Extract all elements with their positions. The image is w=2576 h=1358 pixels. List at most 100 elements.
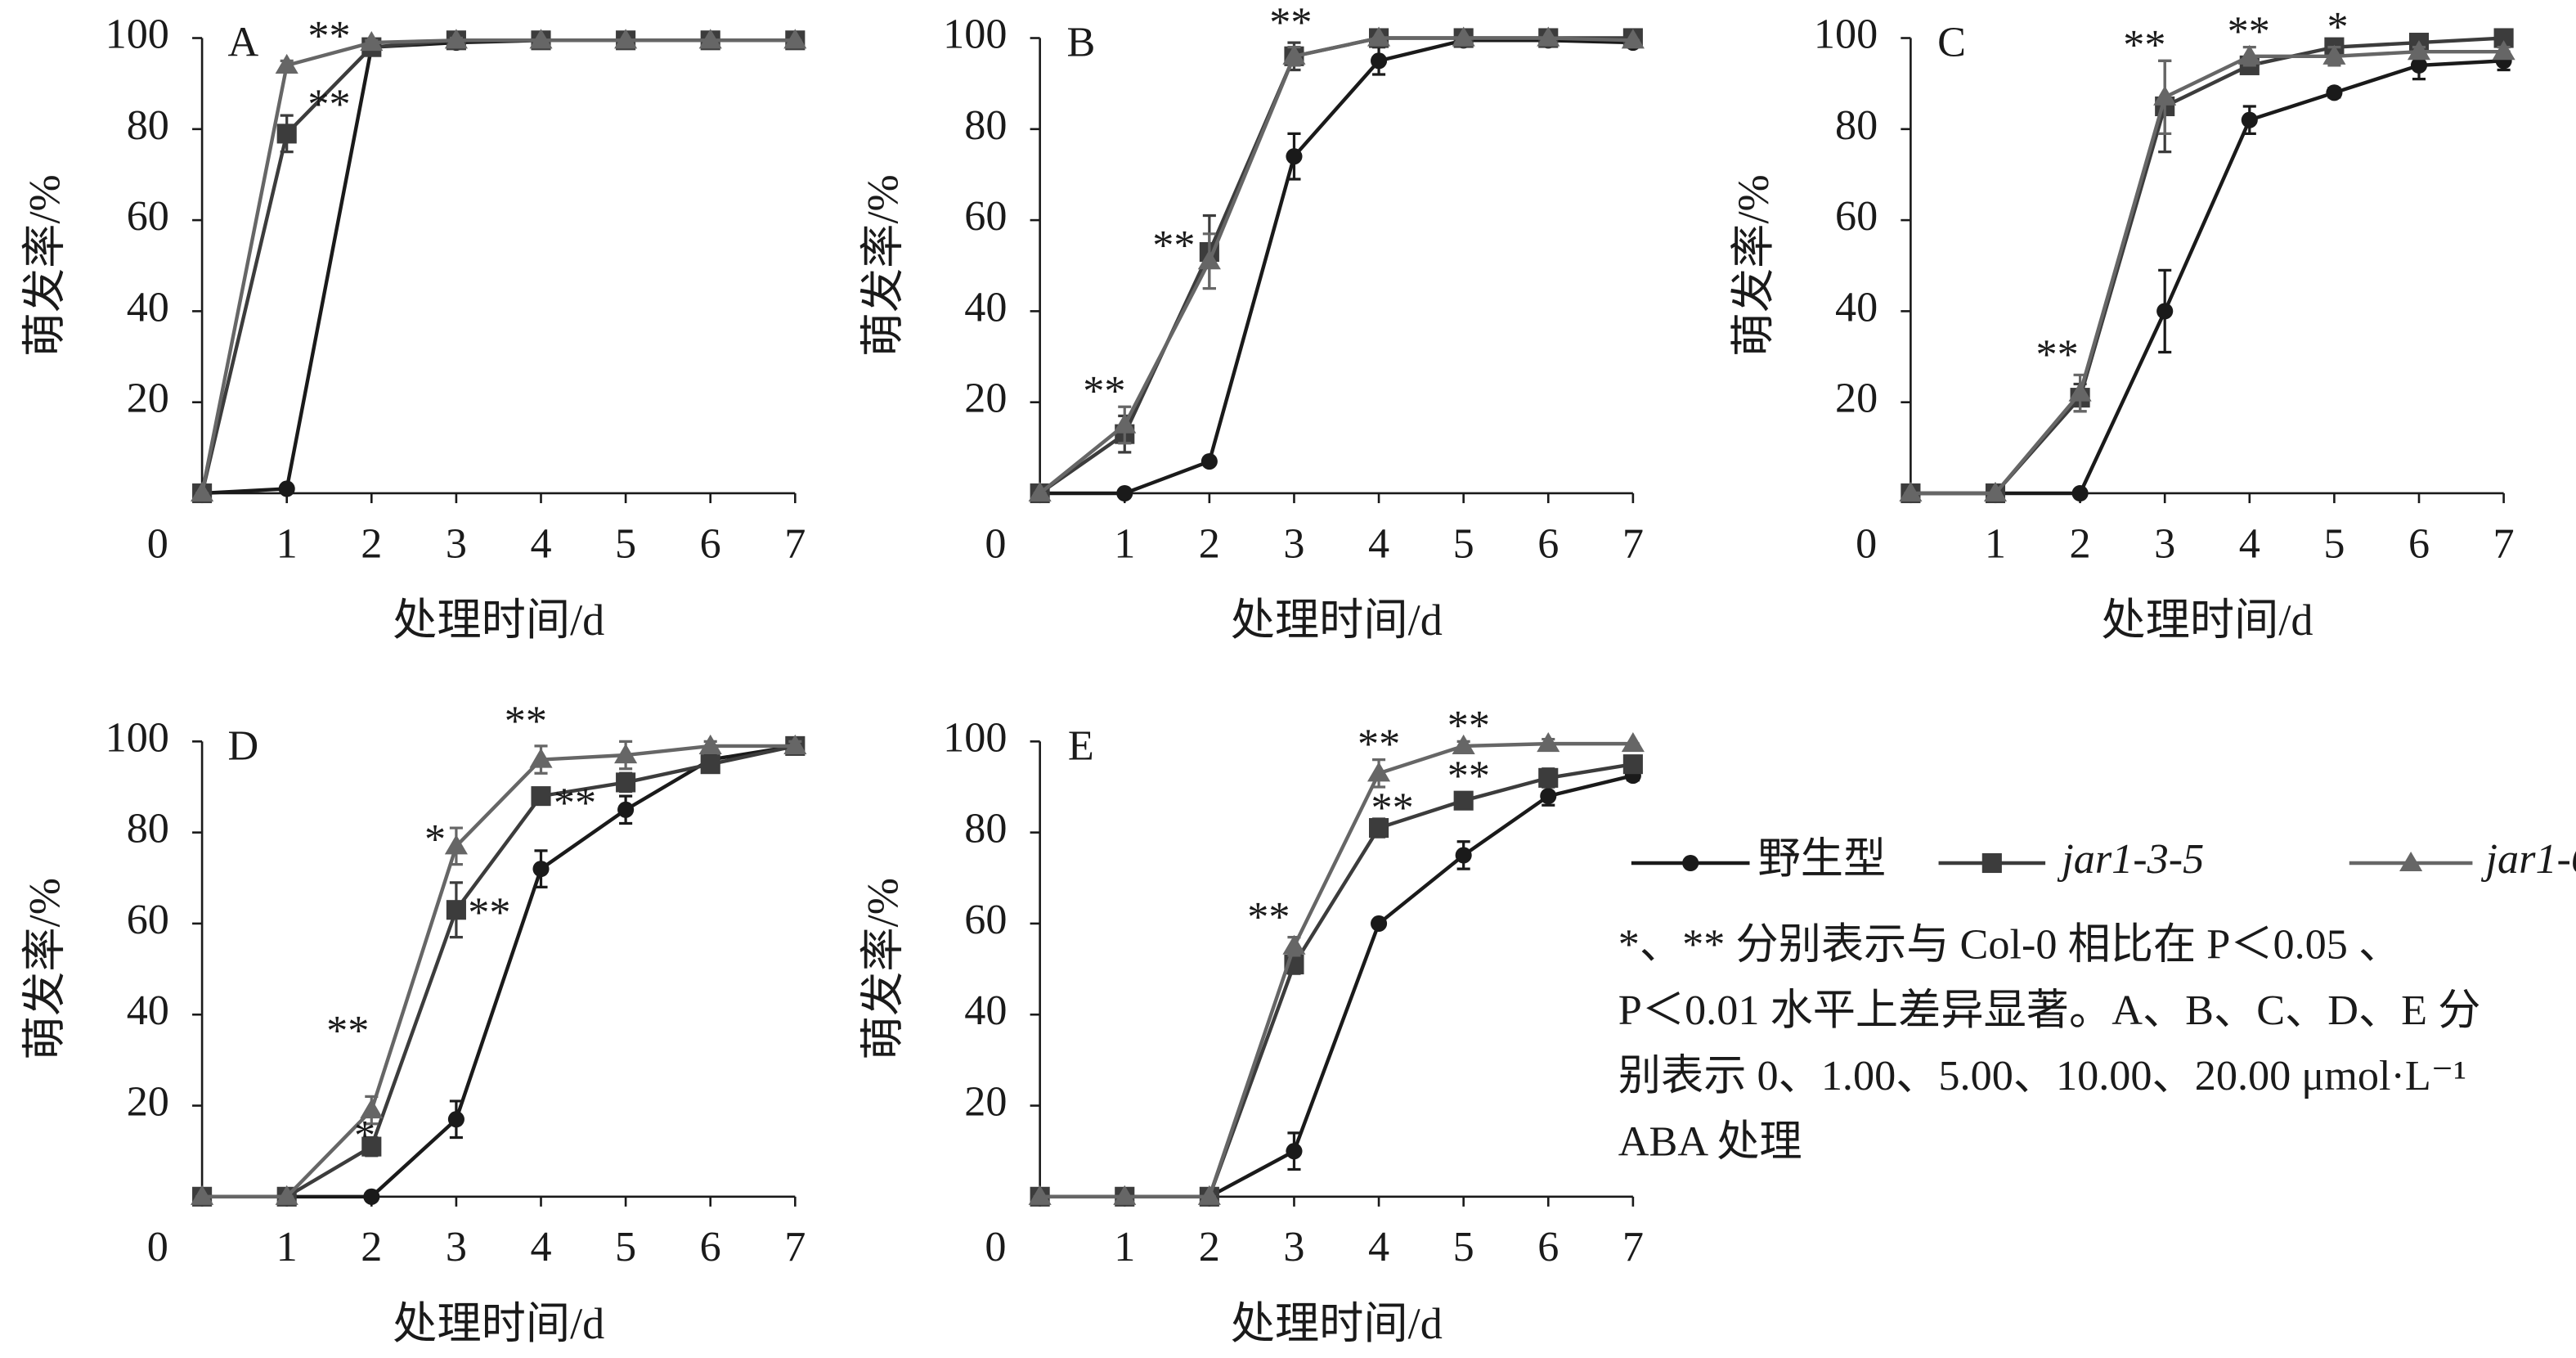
x-tick-label: 6: [2408, 519, 2430, 567]
x-tick-label: 7: [784, 519, 806, 567]
data-point: [2492, 40, 2515, 61]
series-line: [202, 744, 796, 1199]
data-point: [2241, 111, 2258, 128]
data-point: [1899, 481, 1923, 502]
x-axis-title: 处理时间/d: [393, 596, 604, 645]
data-point: [1455, 847, 1472, 864]
significance-mark: **: [1447, 752, 1490, 799]
x-tick-label: 2: [2070, 519, 2091, 567]
data-point: [532, 861, 550, 878]
panel-label: A: [227, 19, 258, 66]
x-tick-label: 5: [2323, 519, 2345, 567]
x-axis-title: 处理时间/d: [2101, 596, 2313, 645]
x-tick-label: 7: [784, 1223, 806, 1270]
data-point: [1371, 915, 1388, 932]
data-point: [1200, 452, 1218, 470]
y-tick-label: 60: [127, 896, 169, 943]
y-axis-title: 萌发率/%: [1729, 174, 1778, 357]
data-point: [1282, 44, 1306, 65]
legend-marker: [2399, 851, 2423, 872]
data-point: [1538, 767, 1559, 788]
data-point: [361, 1136, 382, 1157]
y-tick-label: 100: [105, 713, 169, 761]
data-point: [783, 734, 807, 754]
note: *、** 分别表示与 Col-0 相比在 P＜0.05 、: [1618, 920, 2401, 968]
data-point: [360, 1099, 384, 1119]
y-tick-label: 40: [1835, 283, 1878, 331]
significance-mark: **: [1247, 893, 1290, 941]
significance-mark: **: [2036, 331, 2079, 379]
data-point: [191, 481, 214, 502]
data-point: [444, 834, 468, 855]
data-point: [1537, 732, 1560, 753]
legend-marker: [1682, 854, 1699, 872]
data-point: [783, 29, 807, 49]
significance-mark: **: [1269, 0, 1312, 46]
series-line: [1039, 36, 1633, 495]
data-point: [2153, 85, 2177, 106]
data-point: [616, 772, 636, 793]
data-point: [1453, 790, 1474, 811]
significance-mark: **: [554, 780, 596, 827]
panel-label: B: [1066, 19, 1095, 66]
significance-mark: **: [326, 1007, 369, 1054]
data-point: [1367, 26, 1391, 47]
x-tick-label: 2: [361, 519, 382, 567]
series-line: [1039, 38, 1633, 496]
data-point: [1286, 148, 1303, 165]
significance-mark: **: [1447, 702, 1490, 749]
data-point: [614, 29, 638, 49]
x-tick-label: 6: [700, 519, 721, 567]
data-point: [1371, 52, 1388, 70]
significance-mark: **: [1083, 367, 1125, 415]
data-point: [1452, 734, 1475, 754]
data-point: [363, 1188, 380, 1205]
significance-mark: **: [1371, 784, 1414, 831]
x-axis-title: 处理时间/d: [393, 1299, 604, 1348]
data-point: [1286, 1143, 1303, 1160]
x-tick-label: 3: [2154, 519, 2175, 567]
data-point: [1369, 818, 1389, 839]
x-tick-label: 2: [1199, 1223, 1220, 1270]
legend-label: jar1-3-5: [2057, 835, 2204, 883]
y-axis-title: 萌发率/%: [858, 878, 907, 1060]
data-point: [275, 53, 298, 74]
x-tick-label: 7: [2493, 519, 2515, 567]
y-tick-label: 40: [964, 283, 1007, 331]
significance-mark: *: [2327, 3, 2348, 51]
series-line: [202, 744, 796, 1199]
data-point: [698, 29, 722, 49]
x-tick-label: 5: [1453, 519, 1474, 567]
data-point: [1197, 1185, 1221, 1205]
significance-mark: **: [505, 698, 547, 745]
x-tick-label: 1: [1985, 519, 2006, 567]
y-tick-label: 20: [964, 375, 1007, 422]
y-tick-label: 80: [127, 101, 169, 149]
series-line: [1910, 36, 2504, 496]
panel-label: D: [227, 722, 258, 769]
y-tick-label: 40: [127, 987, 169, 1034]
significance-mark: *: [354, 1112, 375, 1159]
y-tick-label: 100: [943, 11, 1007, 58]
data-point: [2068, 381, 2092, 402]
y-tick-label: 100: [943, 713, 1007, 761]
data-point: [1116, 484, 1133, 502]
significance-mark: **: [1152, 222, 1195, 269]
data-point: [614, 743, 638, 764]
y-tick-label: 20: [964, 1078, 1007, 1126]
series-line: [202, 744, 796, 1199]
x-axis-title: 处理时间/d: [1231, 596, 1443, 645]
significance-mark: **: [2228, 7, 2270, 55]
data-point: [2237, 44, 2261, 65]
x-tick-label: 4: [2239, 519, 2260, 567]
panel-label: C: [1937, 19, 1966, 66]
data-point: [1367, 762, 1391, 782]
y-tick-label: 60: [1835, 192, 1878, 240]
x-tick-label: 5: [1453, 1223, 1474, 1270]
data-point: [1197, 250, 1221, 270]
y-axis-title: 萌发率/%: [20, 174, 70, 357]
x-tick-label: 4: [1368, 519, 1389, 567]
y-tick-label: 100: [105, 11, 169, 58]
significance-mark: **: [307, 80, 350, 128]
